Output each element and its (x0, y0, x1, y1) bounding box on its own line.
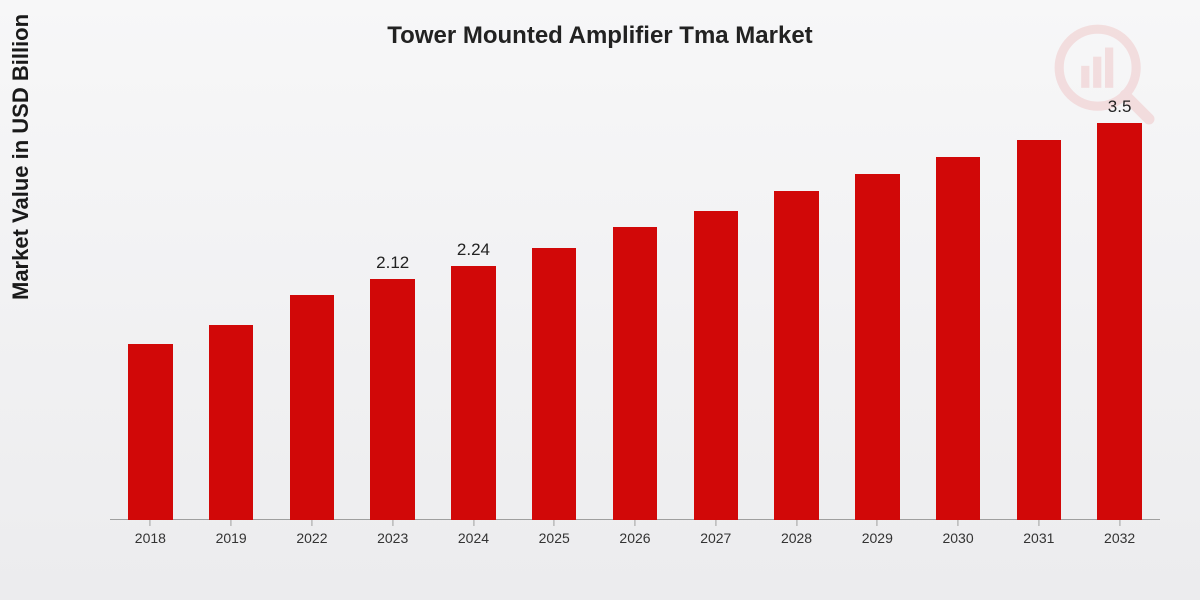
x-tick-label: 2024 (458, 530, 489, 546)
x-tick: 2029 (862, 520, 893, 546)
x-axis: 2018 2019 2022 2023 2024 2025 2026 2027 2028 2029… (110, 520, 1160, 560)
chart-page: Tower Mounted Amplifier Tma Market Marke… (0, 0, 1200, 600)
bar (1097, 123, 1141, 520)
x-tick: 2018 (135, 520, 166, 546)
x-tick: 2030 (942, 520, 973, 546)
x-tick-label: 2025 (539, 530, 570, 546)
x-tick: 2022 (296, 520, 327, 546)
x-tick-label: 2026 (619, 530, 650, 546)
x-tick-label: 2032 (1104, 530, 1135, 546)
bar (128, 344, 172, 520)
x-tick: 2031 (1023, 520, 1054, 546)
bar-value-label: 2.24 (457, 240, 490, 260)
bar-value-label: 3.5 (1108, 97, 1132, 117)
bar (855, 174, 899, 520)
x-tick: 2023 (377, 520, 408, 546)
bar (694, 211, 738, 520)
x-tick-label: 2022 (296, 530, 327, 546)
x-tick-label: 2031 (1023, 530, 1054, 546)
x-tick: 2027 (700, 520, 731, 546)
chart-title: Tower Mounted Amplifier Tma Market (0, 22, 1200, 50)
bar (290, 295, 334, 520)
bar (1017, 140, 1061, 520)
bar (209, 325, 253, 520)
x-tick-label: 2019 (216, 530, 247, 546)
bar (774, 191, 818, 520)
y-axis-label: Market Value in USD Billion (8, 14, 34, 300)
plot-area: 2.12 2.24 3.5 (110, 100, 1160, 520)
x-tick: 2032 (1104, 520, 1135, 546)
x-tick-label: 2027 (700, 530, 731, 546)
bar-value-label: 2.12 (376, 253, 409, 273)
bar (451, 266, 495, 520)
x-tick-label: 2028 (781, 530, 812, 546)
x-tick-label: 2030 (942, 530, 973, 546)
x-tick: 2025 (539, 520, 570, 546)
bar (936, 157, 980, 520)
x-tick: 2019 (216, 520, 247, 546)
x-tick-label: 2029 (862, 530, 893, 546)
bar (613, 227, 657, 520)
x-tick-label: 2018 (135, 530, 166, 546)
bar (370, 279, 414, 520)
bar (532, 248, 576, 520)
x-tick: 2028 (781, 520, 812, 546)
x-tick: 2024 (458, 520, 489, 546)
x-tick: 2026 (619, 520, 650, 546)
x-tick-label: 2023 (377, 530, 408, 546)
